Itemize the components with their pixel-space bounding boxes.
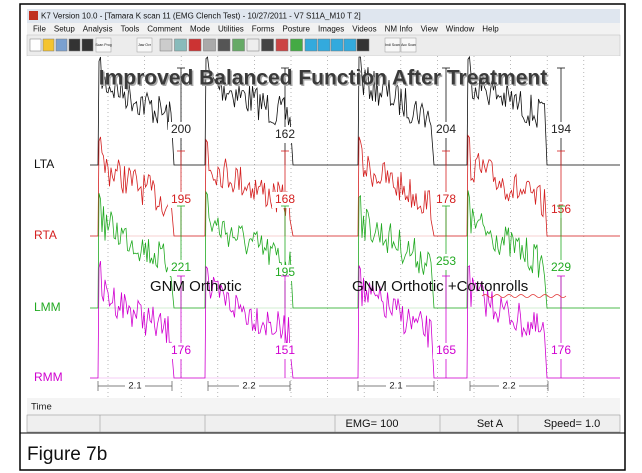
reading: 176 — [551, 343, 571, 357]
tool-button[interactable] — [357, 39, 369, 51]
tool-text: Jaw Ovr — [138, 43, 152, 47]
tool-button[interactable] — [43, 39, 54, 51]
interval-label: 2.1 — [128, 381, 141, 392]
tool-button[interactable] — [305, 39, 317, 51]
reading: 176 — [171, 343, 191, 357]
reading: 194 — [551, 122, 571, 136]
menu-item[interactable]: Posture — [282, 25, 310, 34]
reading: 253 — [436, 254, 456, 268]
menu-item[interactable]: Window — [446, 25, 475, 34]
reading: 151 — [275, 343, 295, 357]
tool-text: Indi Scan — [385, 43, 400, 47]
tool-button[interactable] — [204, 39, 216, 51]
reading: 168 — [275, 192, 295, 206]
menu-item[interactable]: File — [33, 25, 46, 34]
channel-label: LTA — [34, 157, 54, 171]
tool-button[interactable] — [30, 39, 41, 51]
page: K7 Version 10.0 - [Tamara K scan 11 (EMG… — [0, 0, 642, 473]
menu-item[interactable]: Utilities — [218, 25, 244, 34]
tool-button[interactable] — [344, 39, 356, 51]
menu-item[interactable]: Forms — [252, 25, 275, 34]
channel-label: RTA — [34, 228, 57, 242]
status-field: Set A — [477, 418, 504, 430]
tool-button[interactable] — [175, 39, 187, 51]
tool-button[interactable] — [291, 39, 303, 51]
window-title: K7 Version 10.0 - [Tamara K scan 11 (EMG… — [41, 12, 361, 21]
tool-button[interactable] — [331, 39, 343, 51]
interval-label: 2.2 — [242, 381, 255, 392]
reading: 178 — [436, 192, 456, 206]
menu-item[interactable]: NM Info — [385, 25, 414, 34]
interval-label: 2.1 — [389, 381, 402, 392]
menu-item[interactable]: Mode — [190, 25, 211, 34]
tool-button[interactable] — [160, 39, 172, 51]
tool-button[interactable] — [247, 39, 259, 51]
tool-text: Acc Scan — [401, 43, 416, 47]
menu-item[interactable]: View — [421, 25, 438, 34]
plot-area — [27, 56, 620, 398]
menu-item[interactable]: Help — [482, 25, 499, 34]
tool-button[interactable] — [276, 39, 288, 51]
tool-button[interactable] — [233, 39, 245, 51]
menu-item[interactable]: Analysis — [83, 25, 113, 34]
menu-item[interactable]: Tools — [121, 25, 140, 34]
tool-button[interactable] — [218, 39, 230, 51]
overlay-title: Improved Balanced Function After Treatme… — [99, 67, 547, 90]
menu-item[interactable]: Images — [318, 25, 344, 34]
interval-label: 2.2 — [502, 381, 515, 392]
menu-item[interactable]: Setup — [54, 25, 75, 34]
reading: 195 — [171, 192, 191, 206]
menu-item[interactable]: Comment — [147, 25, 182, 34]
menu-item[interactable]: Videos — [352, 25, 376, 34]
reading: 165 — [436, 343, 456, 357]
reading: 229 — [551, 260, 571, 274]
status-bar — [27, 415, 620, 432]
caption: Figure 7b — [27, 444, 107, 465]
tool-text: Scan Prog — [95, 43, 111, 47]
tool-button[interactable] — [262, 39, 274, 51]
time-label: Time — [31, 402, 52, 413]
annotation: GNM Orthotic +Cottonrolls — [352, 278, 528, 295]
time-row — [27, 398, 620, 415]
channel-label: LMM — [34, 300, 61, 314]
channel-label: RMM — [34, 370, 63, 384]
tool-button[interactable] — [82, 39, 93, 51]
reading: 200 — [171, 122, 191, 136]
app-icon — [29, 11, 38, 20]
tool-button[interactable] — [318, 39, 330, 51]
reading: 162 — [275, 127, 295, 141]
reading: 204 — [436, 122, 456, 136]
status-field: Speed= 1.0 — [544, 418, 601, 430]
tool-button[interactable] — [189, 39, 201, 51]
annotation: GNM Orthotic — [150, 278, 242, 295]
tool-button[interactable] — [56, 39, 67, 51]
tool-button[interactable] — [69, 39, 80, 51]
status-field: EMG= 100 — [346, 418, 399, 430]
reading: 221 — [171, 260, 191, 274]
